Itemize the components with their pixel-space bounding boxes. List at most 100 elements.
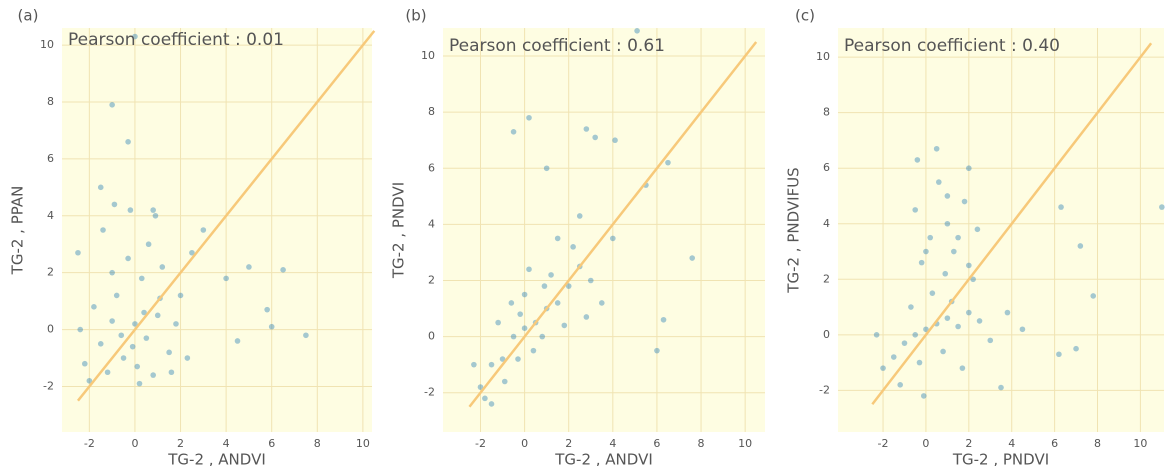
scatter-point xyxy=(1073,345,1079,352)
scatter-point xyxy=(561,322,568,329)
scatter-point xyxy=(280,267,286,273)
scatter-point xyxy=(916,359,923,366)
scatter-point xyxy=(897,381,903,388)
scatter-point xyxy=(173,321,179,327)
y-tick-label: 6 xyxy=(47,152,54,165)
x-tick-label: 4 xyxy=(609,437,616,450)
scatter-point xyxy=(515,356,521,362)
scatter-point xyxy=(109,269,115,276)
scatter-point xyxy=(920,393,927,399)
scatter-point xyxy=(612,137,618,144)
scatter-point xyxy=(944,193,951,199)
scatter-point xyxy=(923,326,929,333)
scatter-point xyxy=(1077,243,1084,249)
x-tick-label: 2 xyxy=(565,437,572,450)
scatter-point xyxy=(541,283,548,289)
scatter-point xyxy=(570,244,576,250)
scatter-point xyxy=(961,198,968,205)
scatter-point xyxy=(152,212,159,219)
scatter-point xyxy=(488,361,495,368)
scatter-point xyxy=(521,291,528,298)
scatter-point xyxy=(234,338,241,344)
y-tick-label: 2 xyxy=(823,272,830,285)
scatter-point xyxy=(150,207,156,213)
scatter-point xyxy=(901,340,908,346)
annotation: Pearson coefficient : 0.61 xyxy=(449,36,665,56)
y-tick-label: 10 xyxy=(816,50,830,63)
scatter-point xyxy=(521,325,528,331)
x-tick-label: -2 xyxy=(475,437,486,450)
x-tick-label: 10 xyxy=(356,437,370,450)
scatter-point xyxy=(1019,326,1026,333)
scatter-point xyxy=(576,213,583,219)
scatter-point xyxy=(548,272,554,278)
scatter-point xyxy=(610,235,616,242)
scatter-point xyxy=(908,304,914,310)
scatter-point xyxy=(97,184,104,191)
scatter-point xyxy=(942,270,949,277)
scatter-point xyxy=(912,207,919,213)
scatter-point xyxy=(923,248,929,255)
scatter-point xyxy=(955,323,961,330)
scatter-point xyxy=(100,227,106,233)
scatter-point xyxy=(517,311,523,317)
scatter-point xyxy=(134,363,141,370)
scatter-point xyxy=(587,277,594,284)
y-tick-label: 10 xyxy=(421,49,435,62)
y-axis-label: TG-2 , PNDVIFUS xyxy=(785,167,803,293)
scatter-point xyxy=(955,234,961,241)
scatter-point xyxy=(634,28,640,34)
scatter-point xyxy=(927,234,934,241)
scatter-point xyxy=(471,361,477,368)
panel-title: (c) xyxy=(795,7,815,25)
x-tick-label: 4 xyxy=(1008,437,1015,450)
scatter-point xyxy=(495,319,501,326)
scatter-point xyxy=(246,264,252,270)
scatter-point xyxy=(125,255,131,262)
y-tick-label: 6 xyxy=(823,161,830,174)
scatter-point xyxy=(565,283,572,289)
scatter-point xyxy=(890,354,897,360)
scatter-point xyxy=(936,179,942,185)
scatter-point xyxy=(109,102,115,108)
scatter-point xyxy=(940,348,946,355)
scatter-point xyxy=(132,321,138,327)
y-tick-label: 2 xyxy=(47,266,54,279)
scatter-point xyxy=(200,227,207,233)
scatter-point xyxy=(873,332,880,338)
y-tick-label: 10 xyxy=(40,38,54,51)
scatter-point xyxy=(1004,309,1011,316)
scatter-point xyxy=(944,220,951,227)
scatter-point xyxy=(912,332,919,338)
scatter-point xyxy=(933,145,940,152)
scatter-point xyxy=(86,377,93,384)
reference-line xyxy=(468,41,758,408)
y-axis-label: TG-2 , PPAN xyxy=(9,186,27,276)
x-tick-label: 6 xyxy=(268,437,275,450)
scatter-point xyxy=(1159,204,1165,210)
scatter-point xyxy=(929,290,936,296)
x-tick-label: 8 xyxy=(698,437,705,450)
scatter-point xyxy=(150,372,156,378)
scatter-point xyxy=(665,159,671,166)
y-tick-label: 4 xyxy=(823,217,830,230)
scatter-point xyxy=(97,341,104,347)
scatter-point xyxy=(543,165,550,172)
scatter-point xyxy=(477,384,484,390)
scatter-point xyxy=(268,323,275,330)
scatter-point xyxy=(966,262,972,269)
scatter-point xyxy=(592,134,598,141)
scatter-point xyxy=(508,300,515,306)
x-tick-label: 0 xyxy=(521,437,528,450)
y-tick-label: -2 xyxy=(819,383,830,396)
scatter-point xyxy=(120,355,127,361)
scatter-point xyxy=(966,165,972,172)
y-tick-label: 4 xyxy=(47,209,54,222)
x-tick-label: 2 xyxy=(177,437,184,450)
scatter-point xyxy=(526,114,532,121)
scatter-point xyxy=(159,264,166,270)
scatter-point xyxy=(127,207,134,213)
scatter-point xyxy=(944,315,951,321)
scatter-point xyxy=(184,355,191,361)
scatter-point xyxy=(530,347,537,354)
